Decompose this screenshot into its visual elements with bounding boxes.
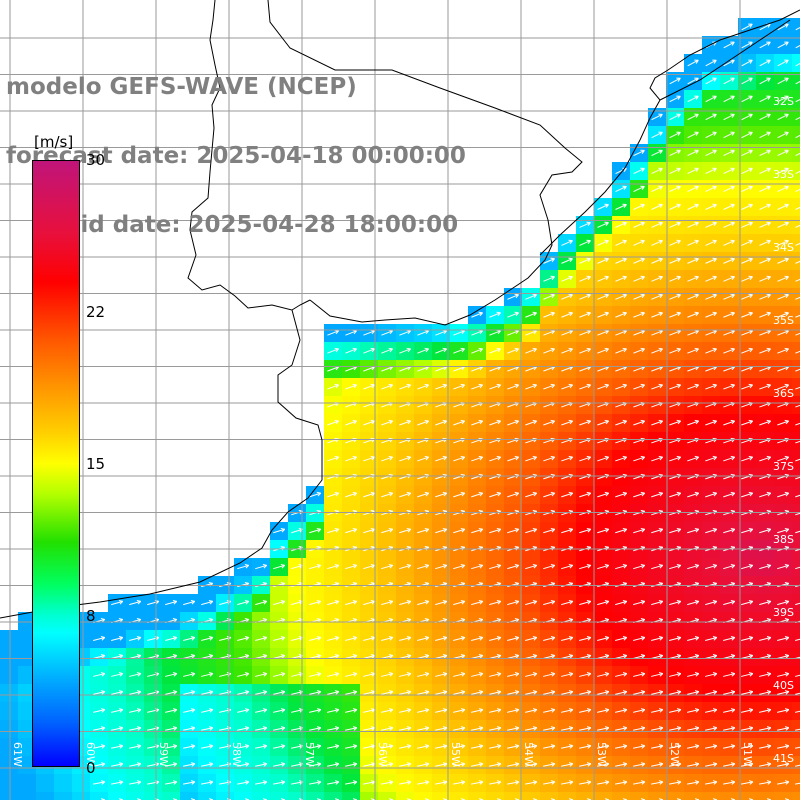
speed-cell xyxy=(0,648,19,667)
speed-cell xyxy=(144,792,163,800)
lon-label: 59W xyxy=(157,742,170,767)
speed-cell xyxy=(702,792,721,800)
speed-cell xyxy=(198,792,217,800)
speed-cell xyxy=(378,792,397,800)
speed-cell xyxy=(0,774,19,793)
lon-label: 57W xyxy=(303,742,316,767)
lon-label: 51W xyxy=(741,742,754,767)
speed-cell xyxy=(36,774,55,793)
speed-cell xyxy=(792,54,800,73)
speed-cell xyxy=(396,792,415,800)
speed-cell xyxy=(324,792,343,800)
speed-cell xyxy=(180,792,199,800)
colorbar-tick: 8 xyxy=(86,607,96,625)
lat-label: 34S xyxy=(773,241,794,254)
speed-cell xyxy=(126,792,145,800)
speed-cell xyxy=(738,792,757,800)
lat-label: 41S xyxy=(773,752,794,765)
lat-label: 35S xyxy=(773,314,794,327)
lat-label: 40S xyxy=(773,679,794,692)
speed-cell xyxy=(0,720,19,739)
speed-cell xyxy=(594,792,613,800)
speed-cell xyxy=(720,792,739,800)
speed-cell xyxy=(792,180,800,199)
speed-cell xyxy=(612,792,631,800)
model-title: modelo GEFS-WAVE (NCEP) xyxy=(6,76,466,99)
colorbar-tick: 0 xyxy=(86,759,96,777)
speed-cell xyxy=(288,792,307,800)
lat-label: 39S xyxy=(773,606,794,619)
speed-cell xyxy=(306,792,325,800)
speed-cell xyxy=(108,792,127,800)
speed-cell xyxy=(558,792,577,800)
lat-label: 33S xyxy=(773,168,794,181)
speed-cell xyxy=(792,360,800,379)
lon-label: 53W xyxy=(595,742,608,767)
speed-cell xyxy=(252,792,271,800)
speed-cell xyxy=(792,792,800,800)
lon-label: 55W xyxy=(449,742,462,767)
speed-cell xyxy=(756,792,775,800)
speed-cell xyxy=(792,270,800,289)
speed-cell xyxy=(0,684,19,703)
speed-cell xyxy=(270,792,289,800)
speed-cell xyxy=(792,252,800,271)
lat-label: 36S xyxy=(773,387,794,400)
speed-cell xyxy=(792,36,800,55)
speed-cell xyxy=(234,792,253,800)
coastline-path xyxy=(292,300,310,310)
speed-cell xyxy=(648,792,667,800)
speed-cell xyxy=(792,198,800,217)
speed-cell xyxy=(450,792,469,800)
speed-cell xyxy=(216,792,235,800)
speed-cell xyxy=(54,774,73,793)
speed-cell xyxy=(414,792,433,800)
lat-label: 38S xyxy=(773,533,794,546)
speed-cell xyxy=(36,792,55,800)
speed-cell xyxy=(666,792,685,800)
speed-cell xyxy=(792,216,800,235)
speed-cell xyxy=(0,666,19,685)
lon-label: 56W xyxy=(376,742,389,767)
speed-cell xyxy=(792,342,800,361)
speed-cell xyxy=(792,144,800,163)
speed-cell xyxy=(72,792,91,800)
speed-cell xyxy=(504,792,523,800)
lat-label: 37S xyxy=(773,460,794,473)
speed-cell xyxy=(792,288,800,307)
colorbar-units: [m/s] xyxy=(34,133,73,151)
speed-cell xyxy=(630,792,649,800)
speed-cell xyxy=(90,792,109,800)
speed-cell xyxy=(792,126,800,145)
speed-cell xyxy=(486,792,505,800)
speed-cell xyxy=(0,792,19,800)
speed-cell xyxy=(342,792,361,800)
speed-cell xyxy=(162,792,181,800)
speed-cell xyxy=(684,792,703,800)
speed-cell xyxy=(792,18,800,37)
colorbar xyxy=(32,160,80,767)
speed-cell xyxy=(0,702,19,721)
speed-cell xyxy=(774,792,793,800)
speed-cell xyxy=(18,774,37,793)
colorbar-tick: 15 xyxy=(86,455,105,473)
lon-label: 54W xyxy=(522,742,535,767)
colorbar-tick: 30 xyxy=(86,151,105,169)
lat-label: 32S xyxy=(773,95,794,108)
speed-cell xyxy=(540,792,559,800)
lon-label: 61W xyxy=(11,742,24,767)
speed-cell xyxy=(0,630,19,649)
lon-label: 58W xyxy=(230,742,243,767)
speed-cell xyxy=(18,792,37,800)
speed-cell xyxy=(54,792,73,800)
speed-cell xyxy=(360,792,379,800)
lon-label: 52W xyxy=(668,742,681,767)
speed-cell xyxy=(576,792,595,800)
speed-cell xyxy=(522,792,541,800)
speed-cell xyxy=(468,792,487,800)
colorbar-tick: 22 xyxy=(86,303,105,321)
